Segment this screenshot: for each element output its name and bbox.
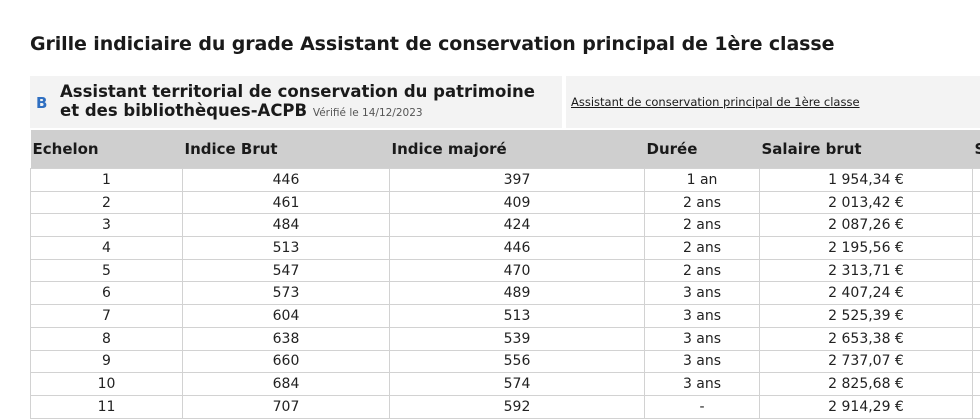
cell-echelon: 2 xyxy=(31,191,183,214)
cell-salaire-brut: 2 313,71 € xyxy=(760,259,973,282)
cell-indice-majore: 513 xyxy=(390,305,645,328)
cell-echelon: 8 xyxy=(31,327,183,350)
cell-extra xyxy=(973,305,980,328)
cell-salaire-brut: 2 195,56 € xyxy=(760,237,973,260)
column-header-truncated: S xyxy=(973,130,980,169)
cell-indice-brut: 604 xyxy=(183,305,390,328)
cell-indice-brut: 484 xyxy=(183,214,390,237)
cell-duree: 2 ans xyxy=(645,191,760,214)
cell-duree: 2 ans xyxy=(645,214,760,237)
cell-extra xyxy=(973,191,980,214)
cell-salaire-brut: 2 737,07 € xyxy=(760,350,973,373)
cell-duree: 2 ans xyxy=(645,237,760,260)
grade-info-bar: B Assistant territorial de conservation … xyxy=(30,76,980,128)
grade-name-text: Assistant territorial de conservation du… xyxy=(60,82,535,120)
cell-salaire-brut: 1 954,34 € xyxy=(760,169,973,192)
cell-extra xyxy=(973,237,980,260)
cell-duree: 3 ans xyxy=(645,373,760,396)
category-badge: B xyxy=(36,94,47,112)
cell-indice-brut: 573 xyxy=(183,282,390,305)
column-header-indice-brut: Indice Brut xyxy=(183,130,390,169)
column-header-echelon: Echelon xyxy=(31,130,183,169)
column-header-salaire-brut: Salaire brut xyxy=(760,130,973,169)
cell-indice-brut: 707 xyxy=(183,395,390,418)
cell-indice-majore: 592 xyxy=(390,395,645,418)
cell-duree: 3 ans xyxy=(645,350,760,373)
cell-echelon: 6 xyxy=(31,282,183,305)
cell-indice-majore: 397 xyxy=(390,169,645,192)
cell-indice-majore: 539 xyxy=(390,327,645,350)
cell-salaire-brut: 2 653,38 € xyxy=(760,327,973,350)
cell-extra xyxy=(973,350,980,373)
cell-indice-brut: 638 xyxy=(183,327,390,350)
cell-extra xyxy=(973,282,980,305)
page-title: Grille indiciaire du grade Assistant de … xyxy=(30,33,834,55)
cell-extra xyxy=(973,395,980,418)
cell-salaire-brut: 2 013,42 € xyxy=(760,191,973,214)
column-header-duree: Durée xyxy=(645,130,760,169)
table-header-row: Echelon Indice Brut Indice majoré Durée … xyxy=(31,130,980,169)
cell-indice-majore: 424 xyxy=(390,214,645,237)
cell-extra xyxy=(973,259,980,282)
verified-date: Vérifié le 14/12/2023 xyxy=(313,107,423,119)
cell-echelon: 3 xyxy=(31,214,183,237)
cell-extra xyxy=(973,169,980,192)
cell-indice-majore: 556 xyxy=(390,350,645,373)
cell-duree: 3 ans xyxy=(645,282,760,305)
cell-indice-majore: 446 xyxy=(390,237,645,260)
cell-salaire-brut: 2 087,26 € xyxy=(760,214,973,237)
grade-link-panel: Assistant de conservation principal de 1… xyxy=(566,76,980,128)
cell-duree: 1 an xyxy=(645,169,760,192)
cell-salaire-brut: 2 407,24 € xyxy=(760,282,973,305)
cell-duree: 2 ans xyxy=(645,259,760,282)
cell-extra xyxy=(973,327,980,350)
grade-info-panel: B Assistant territorial de conservation … xyxy=(30,76,562,128)
cell-duree: - xyxy=(645,395,760,418)
cell-echelon: 4 xyxy=(31,237,183,260)
cell-indice-majore: 409 xyxy=(390,191,645,214)
grade-link[interactable]: Assistant de conservation principal de 1… xyxy=(571,95,860,109)
cell-echelon: 9 xyxy=(31,350,183,373)
cell-indice-brut: 446 xyxy=(183,169,390,192)
cell-duree: 3 ans xyxy=(645,327,760,350)
cell-indice-brut: 461 xyxy=(183,191,390,214)
cell-indice-majore: 574 xyxy=(390,373,645,396)
cell-extra xyxy=(973,373,980,396)
cell-salaire-brut: 2 525,39 € xyxy=(760,305,973,328)
cell-indice-brut: 660 xyxy=(183,350,390,373)
cell-duree: 3 ans xyxy=(645,305,760,328)
cell-indice-brut: 547 xyxy=(183,259,390,282)
cell-indice-brut: 684 xyxy=(183,373,390,396)
grade-name: Assistant territorial de conservation du… xyxy=(60,82,555,123)
cell-echelon: 5 xyxy=(31,259,183,282)
cell-salaire-brut: 2 914,29 € xyxy=(760,395,973,418)
cell-echelon: 11 xyxy=(31,395,183,418)
cell-indice-majore: 489 xyxy=(390,282,645,305)
cell-salaire-brut: 2 825,68 € xyxy=(760,373,973,396)
cell-extra xyxy=(973,214,980,237)
cell-echelon: 7 xyxy=(31,305,183,328)
cell-echelon: 10 xyxy=(31,373,183,396)
cell-indice-majore: 470 xyxy=(390,259,645,282)
column-header-indice-majore: Indice majoré xyxy=(390,130,645,169)
cell-indice-brut: 513 xyxy=(183,237,390,260)
cell-echelon: 1 xyxy=(31,169,183,192)
salary-grid-table: Echelon Indice Brut Indice majoré Durée … xyxy=(30,130,980,419)
